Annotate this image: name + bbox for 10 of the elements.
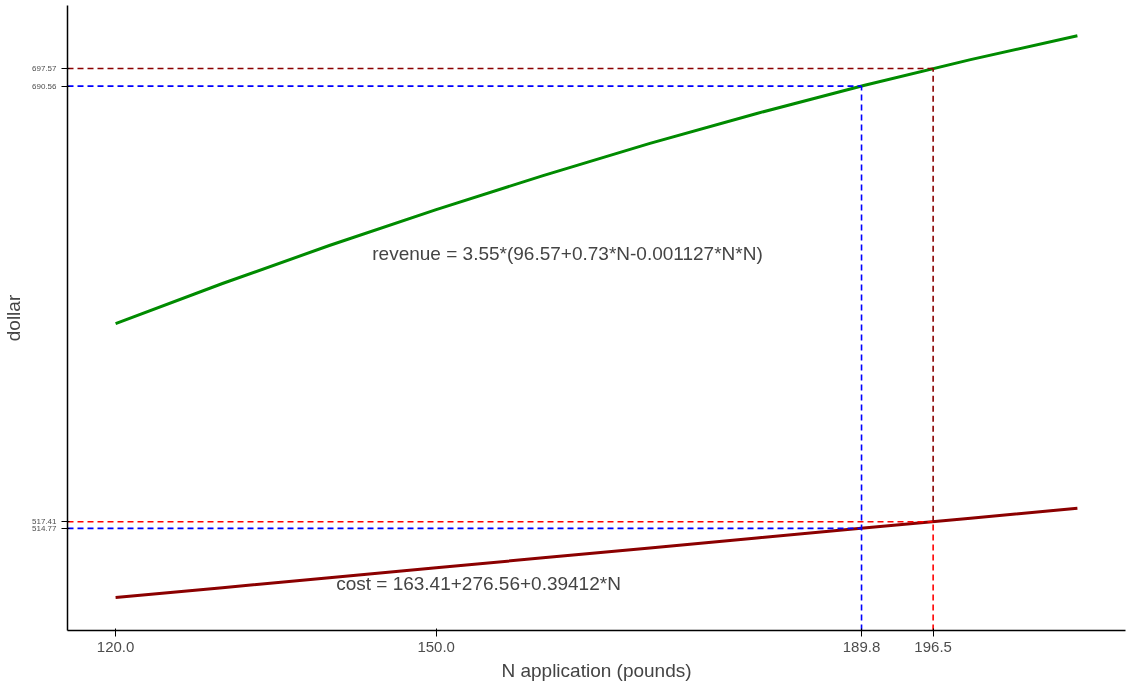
y-tick-label: 690.56 xyxy=(32,81,58,91)
x-tick-label: 150.0 xyxy=(417,637,455,655)
annotation: revenue = 3.55*(96.57+0.73*N-0.001127*N*N) xyxy=(372,243,763,264)
y-tick-label: 697.57 xyxy=(32,63,58,73)
x-tick-label: 196.5 xyxy=(914,637,952,655)
y-axis-title: dollar xyxy=(3,294,25,342)
x-tick-label: 189.8 xyxy=(842,637,881,655)
annotation: cost = 163.41+276.56+0.39412*N xyxy=(336,573,621,594)
x-tick-label: 120.0 xyxy=(96,637,135,655)
x-axis-title: N application (pounds) xyxy=(501,659,692,681)
